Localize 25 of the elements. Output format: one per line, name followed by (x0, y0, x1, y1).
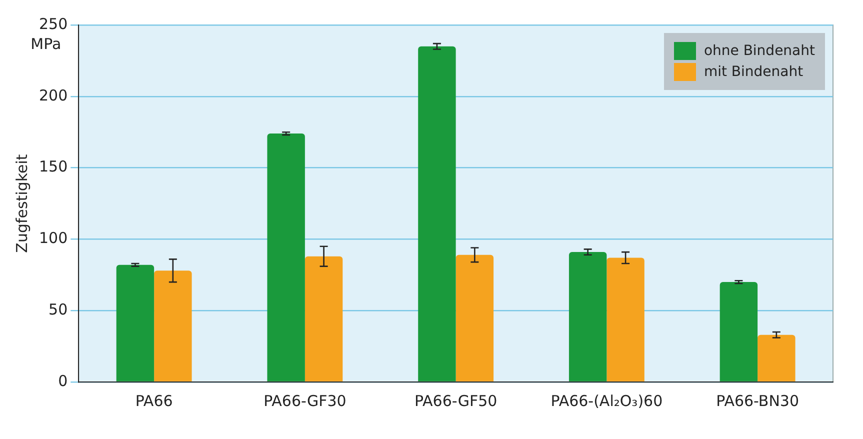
legend-label: ohne Bindenaht (704, 43, 815, 59)
bar (568, 252, 607, 382)
bar (606, 258, 644, 382)
bar (116, 264, 154, 382)
x-tick-label: PA66-BN30 (716, 392, 800, 410)
y-tick-label: 50 (48, 300, 68, 318)
y-tick-label: 250 (38, 14, 68, 33)
y-tick-label: 150 (38, 158, 68, 176)
y-tick-label: 100 (38, 229, 68, 248)
bar (418, 46, 456, 382)
bar (720, 282, 758, 382)
bar (304, 256, 343, 382)
bar (456, 254, 494, 382)
bar (758, 334, 796, 382)
text: MPa (30, 35, 62, 53)
y-tick-label: 200 (38, 86, 68, 104)
y-axis-title: Zugfestigkeit (12, 154, 31, 253)
bar (154, 270, 192, 382)
legend-label: mit Bindenaht (704, 64, 804, 80)
x-tick-label: PA66-(Al₂O₃)60 (550, 392, 663, 410)
x-tick-label: PA66-GF50 (414, 392, 498, 410)
bar (267, 134, 305, 382)
x-tick-label: PA66 (135, 392, 173, 410)
x-tick-label: PA66-GF30 (264, 392, 346, 410)
y-tick-label: 0 (58, 372, 68, 390)
